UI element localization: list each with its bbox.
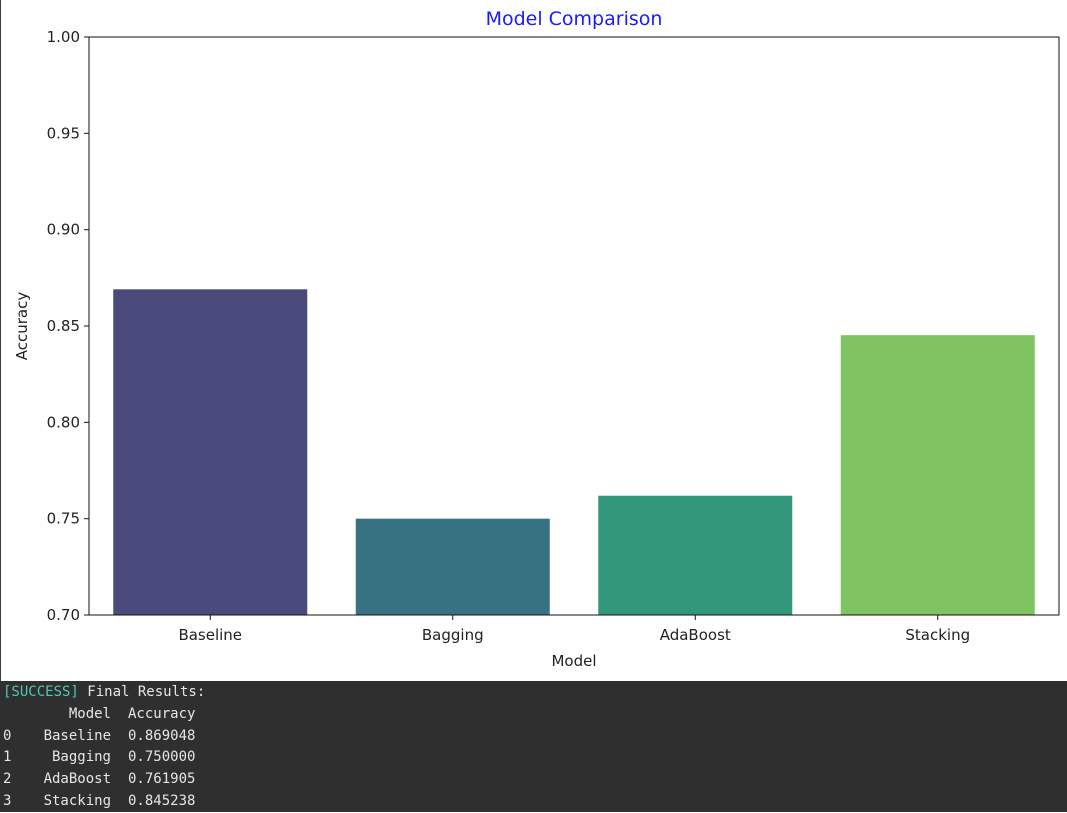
row-accuracy: 0.750000 xyxy=(128,749,196,766)
row-index: 0 xyxy=(3,727,12,744)
bars-group xyxy=(113,289,1035,615)
bar-adaboost xyxy=(598,495,793,615)
column-header-model: Model xyxy=(68,705,111,722)
x-tick-label: Bagging xyxy=(422,626,484,644)
chart-title: Model Comparison xyxy=(486,8,663,30)
table-row: 0 Baseline 0.869048 xyxy=(3,726,1067,748)
row-index: 1 xyxy=(3,749,12,766)
axes-frame xyxy=(88,36,1060,616)
table-row: 1 Bagging 0.750000 xyxy=(3,747,1067,769)
y-tick-label: 0.70 xyxy=(47,606,80,624)
row-accuracy: 0.761905 xyxy=(128,771,196,788)
row-model: AdaBoost xyxy=(43,771,111,788)
table-header: Model Accuracy xyxy=(3,704,1067,726)
x-ticks-group: Baseline Bagging AdaBoost Stacking xyxy=(178,615,970,644)
y-axis-label: Accuracy xyxy=(13,292,31,361)
bar-chart: Model Comparison Model Accuracy 0.70 0.75… xyxy=(13,8,1060,670)
table-row: 2 AdaBoost 0.761905 xyxy=(3,769,1067,791)
table-row: 3 Stacking 0.845238 xyxy=(3,791,1067,813)
x-tick-label: Stacking xyxy=(905,626,970,644)
row-accuracy: 0.869048 xyxy=(128,727,196,744)
x-axis-label: Model xyxy=(551,652,596,670)
x-tick-label: AdaBoost xyxy=(660,626,731,644)
row-model: Stacking xyxy=(43,792,111,809)
bar-bagging xyxy=(355,518,550,615)
row-model: Baseline xyxy=(43,727,111,744)
status-text: Final Results: xyxy=(78,684,206,700)
output-console: [SUCCESS] Final Results: Model Accuracy 0… xyxy=(0,681,1067,812)
row-model: Bagging xyxy=(51,749,111,766)
success-tag: [SUCCESS] xyxy=(3,684,79,700)
row-index: 2 xyxy=(3,771,12,788)
column-header-accuracy: Accuracy xyxy=(128,705,196,722)
y-tick-label: 0.95 xyxy=(47,124,80,142)
y-tick-label: 1.00 xyxy=(47,28,80,46)
chart-figure: Model Comparison Model Accuracy 0.70 0.75… xyxy=(0,0,1060,681)
y-tick-label: 0.80 xyxy=(47,413,80,431)
row-index: 3 xyxy=(3,792,12,809)
y-tick-label: 0.90 xyxy=(47,221,80,239)
y-tick-label: 0.75 xyxy=(47,510,80,528)
bar-stacking xyxy=(840,335,1035,615)
x-tick-label: Baseline xyxy=(178,626,242,644)
row-accuracy: 0.845238 xyxy=(128,792,196,809)
status-line: [SUCCESS] Final Results: xyxy=(3,682,1067,704)
bar-baseline xyxy=(113,289,308,615)
y-ticks-group: 0.70 0.75 0.80 0.85 0.90 0.95 1.00 xyxy=(47,28,89,624)
y-tick-label: 0.85 xyxy=(47,317,80,335)
